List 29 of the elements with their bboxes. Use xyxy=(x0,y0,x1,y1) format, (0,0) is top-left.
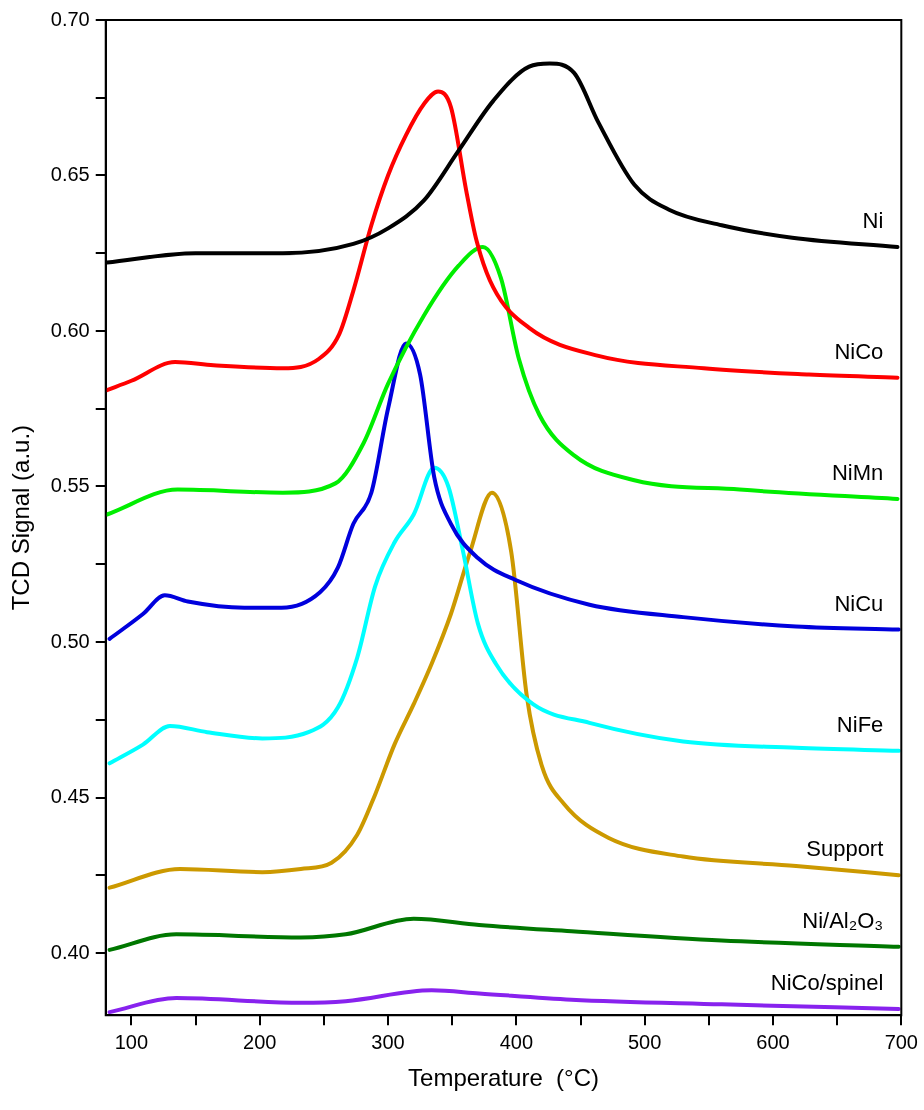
x-tick-label: 200 xyxy=(243,1030,277,1053)
series-label: Ni/Al₂O₃ xyxy=(802,907,884,933)
x-axis-title: Temperature (°C) xyxy=(408,1064,600,1092)
x-tick-label: 700 xyxy=(884,1030,918,1053)
series-label: NiCo xyxy=(834,338,884,364)
y-tick-label: 0.40 xyxy=(50,940,90,963)
y-tick-label: 0.70 xyxy=(50,7,90,30)
series-label: NiFe xyxy=(836,711,884,737)
series-label: Support xyxy=(806,836,884,862)
series-label: NiCo/spinel xyxy=(770,970,884,996)
y-tick-label: 0.55 xyxy=(50,474,90,497)
line-series xyxy=(107,465,901,766)
y-tick-label: 0.65 xyxy=(50,163,90,186)
y-tick-label: 0.50 xyxy=(50,629,90,652)
series-label: NiMn xyxy=(831,460,884,485)
series-label: Ni xyxy=(862,208,884,234)
y-tick-label: 0.60 xyxy=(50,318,90,341)
line-series xyxy=(107,341,901,641)
y-tick-label: 0.45 xyxy=(50,785,90,808)
x-tick-label: 300 xyxy=(371,1030,405,1053)
x-tick-label: 500 xyxy=(627,1030,662,1053)
line-series xyxy=(105,245,900,517)
x-tick-label: 100 xyxy=(114,1030,149,1053)
line-series xyxy=(107,490,901,890)
x-tick-label: 400 xyxy=(499,1030,534,1053)
y-axis-title: TCD Signal (a.u.) xyxy=(7,424,35,611)
x-tick-label: 600 xyxy=(756,1030,790,1053)
line-series xyxy=(105,89,900,393)
series-label: NiCu xyxy=(834,590,884,616)
